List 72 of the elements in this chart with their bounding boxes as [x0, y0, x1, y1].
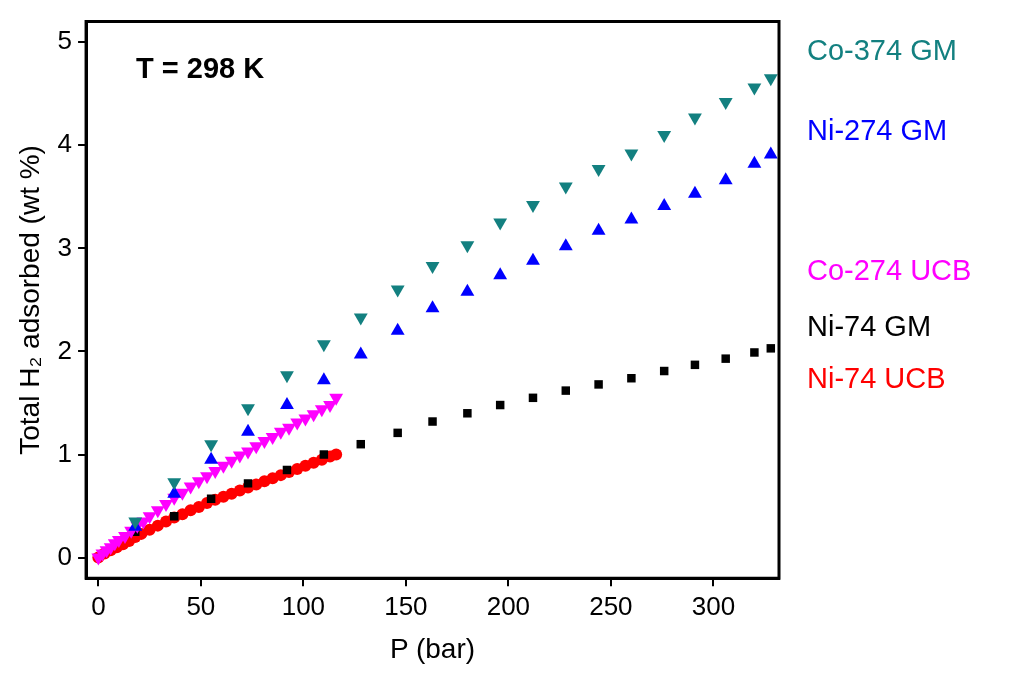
- point: [721, 354, 730, 363]
- point: [493, 218, 508, 231]
- point: [688, 113, 702, 126]
- point: [191, 477, 206, 490]
- point: [273, 427, 288, 440]
- point: [282, 423, 296, 436]
- point: [159, 499, 173, 512]
- series-label: Ni-274 GM: [807, 114, 948, 146]
- annotation: T = 298 K: [136, 51, 265, 84]
- y-tick-label: 0: [57, 540, 73, 571]
- x-tick-label: 150: [384, 590, 428, 621]
- point: [142, 512, 157, 525]
- point: [330, 448, 343, 461]
- text: Co-274 UCB: [807, 254, 972, 286]
- series-label: Co-374 GM: [807, 34, 957, 66]
- point: [353, 313, 368, 326]
- point: [298, 414, 313, 427]
- point: [280, 371, 294, 384]
- point: [425, 261, 440, 274]
- point: [750, 348, 759, 357]
- text: Ni-74 UCB: [807, 362, 946, 394]
- x-tick-label: 200: [486, 590, 531, 621]
- x-tick-label: 0: [91, 590, 106, 621]
- point: [393, 428, 402, 438]
- y-tick-label: 5: [57, 25, 73, 56]
- point: [763, 74, 778, 87]
- point: [167, 478, 182, 491]
- point: [243, 479, 253, 488]
- point: [200, 472, 214, 485]
- point: [594, 380, 603, 389]
- x-tick-label: 300: [691, 590, 736, 621]
- y-axis-title: Total H₂ adsorbed (wt %): [13, 145, 45, 455]
- point: [390, 285, 405, 298]
- point: [558, 182, 573, 195]
- point: [323, 401, 337, 414]
- y-tick-label: 4: [57, 128, 73, 159]
- point: [329, 393, 344, 406]
- series-label: Ni-74 GM: [807, 310, 932, 342]
- point: [150, 506, 165, 519]
- point: [460, 241, 475, 254]
- point: [718, 98, 733, 110]
- y-tick-label: 3: [57, 231, 73, 262]
- y-tick-label: 1: [57, 437, 73, 468]
- point: [591, 165, 606, 177]
- point: [657, 130, 672, 143]
- point: [241, 404, 255, 417]
- x-axis-title: P (bar): [389, 632, 476, 664]
- point: [428, 417, 437, 426]
- point: [766, 344, 776, 353]
- point: [257, 437, 272, 450]
- x-tick-label: 100: [281, 590, 326, 621]
- point: [319, 450, 329, 459]
- point: [249, 442, 264, 455]
- point: [526, 201, 540, 214]
- point: [241, 447, 255, 460]
- point: [224, 456, 239, 469]
- x-tick-label: 250: [589, 590, 633, 621]
- point: [265, 432, 280, 445]
- point: [747, 83, 762, 96]
- point: [463, 409, 472, 418]
- point: [561, 386, 571, 395]
- point: [216, 461, 231, 474]
- point: [316, 340, 331, 353]
- point: [208, 467, 223, 479]
- y-tick-label: 2: [57, 334, 73, 365]
- point: [183, 482, 198, 495]
- point: [204, 440, 219, 453]
- point: [627, 373, 636, 383]
- point: [314, 405, 329, 418]
- point: [306, 410, 321, 423]
- point: [624, 149, 639, 162]
- x-tick-label: 50: [186, 590, 216, 621]
